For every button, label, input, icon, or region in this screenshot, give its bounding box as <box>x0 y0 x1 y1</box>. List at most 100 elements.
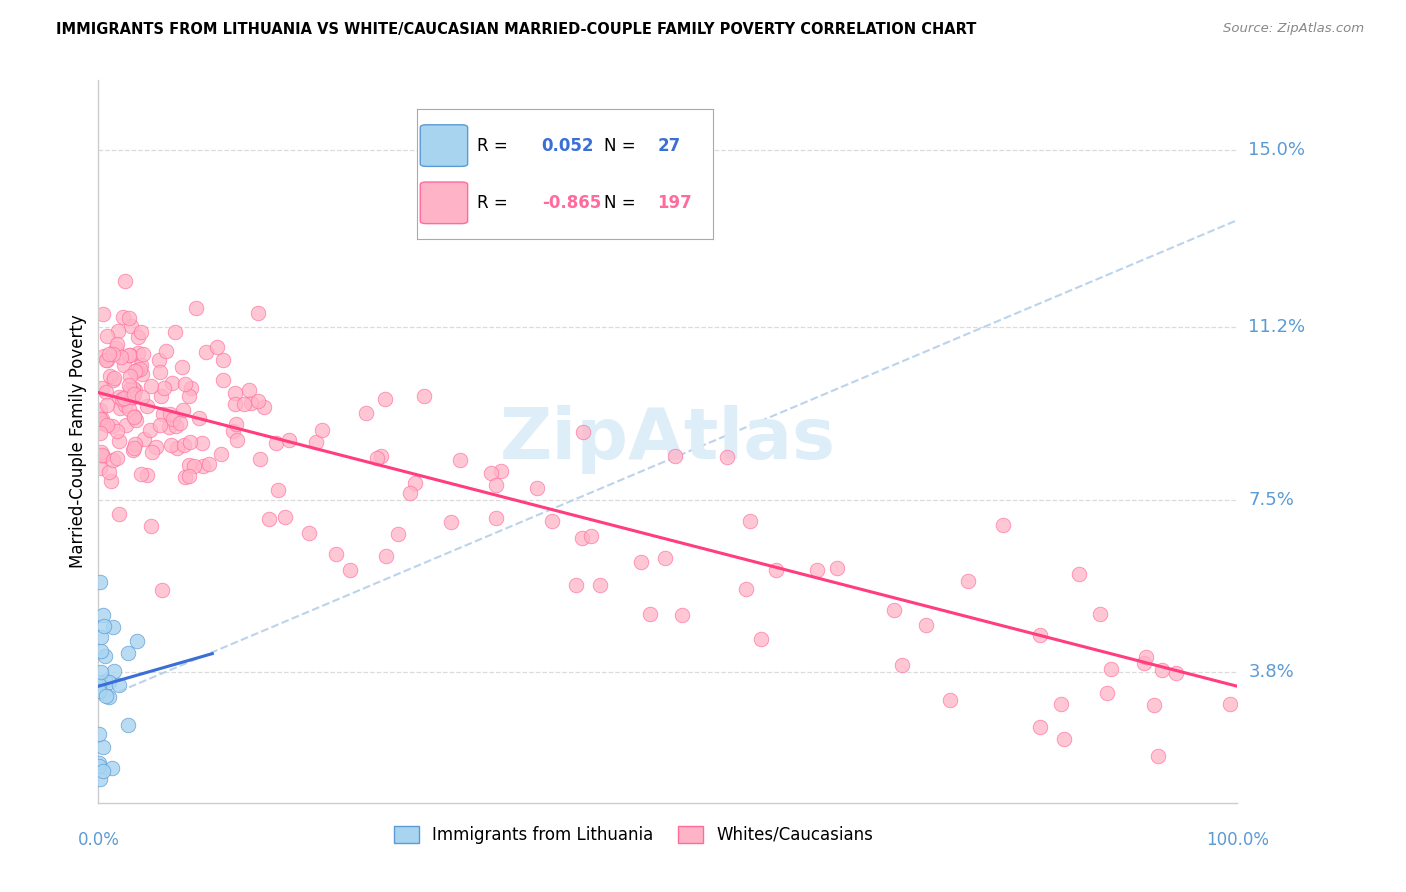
Point <box>564 577 586 591</box>
Point <box>179 468 201 483</box>
Point <box>1135 649 1157 664</box>
Point <box>111 392 134 407</box>
Point <box>249 452 271 467</box>
Point <box>165 325 187 339</box>
Point <box>440 515 463 529</box>
Point <box>118 377 141 392</box>
Point <box>118 402 141 417</box>
Point <box>96 398 118 412</box>
Point <box>191 436 214 450</box>
Point <box>1029 627 1052 641</box>
Point <box>89 461 111 475</box>
Point <box>1088 607 1111 621</box>
Point <box>108 390 131 404</box>
Point <box>139 519 162 533</box>
Point <box>129 325 152 339</box>
Point <box>177 389 200 403</box>
Point <box>89 411 111 425</box>
Point <box>1053 732 1076 747</box>
Point <box>118 348 141 362</box>
Point <box>105 342 128 356</box>
Point <box>370 449 392 463</box>
Point <box>121 381 143 395</box>
Point <box>664 449 686 463</box>
Point <box>212 373 235 387</box>
Text: 0.0%: 0.0% <box>77 830 120 848</box>
Text: ZipAtlas: ZipAtlas <box>501 405 835 474</box>
Point <box>305 434 328 449</box>
Point <box>114 274 136 288</box>
Point <box>93 350 115 364</box>
Point <box>94 674 117 689</box>
Point <box>93 648 115 663</box>
Point <box>150 389 173 403</box>
Point <box>225 417 247 432</box>
Point <box>193 458 215 473</box>
Point <box>117 646 139 660</box>
Point <box>93 619 115 633</box>
Point <box>131 390 153 404</box>
Point <box>671 607 693 622</box>
Point <box>87 675 110 690</box>
Point <box>246 393 269 408</box>
Point <box>225 433 247 447</box>
Point <box>366 451 388 466</box>
Point <box>404 475 426 490</box>
Point <box>1143 698 1166 712</box>
Point <box>118 382 141 396</box>
Point <box>141 444 163 458</box>
Point <box>211 352 233 367</box>
Point <box>374 392 396 406</box>
Point <box>325 547 347 561</box>
Point <box>173 437 195 451</box>
Point <box>139 379 162 393</box>
Point <box>89 772 111 787</box>
Point <box>101 419 124 434</box>
Point <box>160 376 183 390</box>
Point <box>122 390 145 404</box>
Point <box>103 665 125 679</box>
Point <box>890 657 912 672</box>
Point <box>157 420 180 434</box>
Point <box>103 346 125 360</box>
Point <box>735 582 758 596</box>
Point <box>484 478 506 492</box>
Point <box>121 390 143 404</box>
Point <box>108 401 131 415</box>
Point <box>172 403 194 417</box>
Point <box>112 310 135 324</box>
Point <box>654 551 676 566</box>
Point <box>579 529 602 543</box>
Point <box>253 400 276 414</box>
Point <box>98 347 121 361</box>
Point <box>149 366 172 380</box>
Legend: Immigrants from Lithuania, Whites/Caucasians: Immigrants from Lithuania, Whites/Caucas… <box>385 817 882 852</box>
Point <box>162 411 184 425</box>
Point <box>103 371 125 385</box>
Point <box>96 384 118 399</box>
Point <box>91 416 114 430</box>
Point <box>98 368 121 383</box>
Text: Source: ZipAtlas.com: Source: ZipAtlas.com <box>1223 22 1364 36</box>
Point <box>387 527 409 541</box>
Point <box>96 329 118 343</box>
Point <box>101 453 124 467</box>
Point <box>108 677 131 691</box>
Point <box>97 465 120 479</box>
Point <box>94 689 117 703</box>
Point <box>311 423 333 437</box>
Point <box>825 561 848 575</box>
Text: 100.0%: 100.0% <box>1206 830 1268 848</box>
Point <box>125 413 148 427</box>
Point <box>374 549 396 563</box>
Point <box>132 432 155 446</box>
Point <box>124 437 146 451</box>
Point <box>209 448 232 462</box>
Point <box>1219 698 1241 712</box>
Point <box>90 448 112 462</box>
Text: 7.5%: 7.5% <box>1249 491 1295 508</box>
Point <box>1152 663 1174 677</box>
Point <box>91 449 114 463</box>
Point <box>572 425 595 439</box>
Point <box>716 450 738 465</box>
